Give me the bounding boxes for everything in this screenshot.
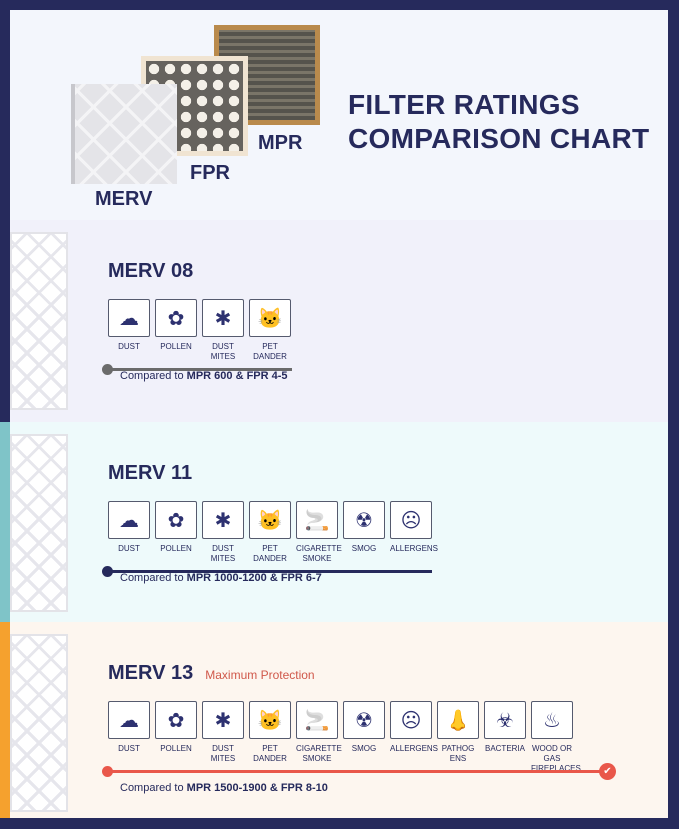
dust-icon: ☁ bbox=[108, 701, 150, 739]
section-merv-11: MERV 11 ☁ DUST ✿ POLLEN ✱ DUST MITES 🐱 PET DAND… bbox=[0, 422, 668, 622]
pollutant-label: BACTERIA bbox=[484, 744, 525, 753]
pollutant-label: POLLEN bbox=[160, 744, 192, 753]
rating-bar: ✔ bbox=[102, 763, 616, 780]
merv-filter-image bbox=[71, 84, 177, 184]
section-title: MERV 08 bbox=[108, 260, 194, 282]
pollutant-item: ✿ POLLEN bbox=[155, 501, 197, 564]
pollutant-label: POLLEN bbox=[160, 342, 192, 351]
filter-side-image bbox=[10, 232, 68, 410]
pollutant-label: SMOG bbox=[351, 744, 377, 753]
pollutant-label: WOOD OR GAS FIREPLACES bbox=[531, 744, 581, 773]
pollutant-label: POLLEN bbox=[160, 544, 192, 553]
nose-icon: 👃 bbox=[437, 701, 479, 739]
fpr-label: FPR bbox=[190, 162, 230, 184]
check-icon: ✔ bbox=[599, 763, 616, 780]
pollutant-item: ☁ DUST bbox=[108, 501, 150, 564]
pollutant-label: PET DANDER bbox=[253, 544, 287, 563]
page-title: FILTER RATINGS COMPARISON CHART bbox=[348, 89, 650, 154]
gas-mask-icon: ☢ bbox=[343, 501, 385, 539]
pollutant-label: PET DANDER bbox=[253, 744, 287, 763]
accent-strip bbox=[0, 220, 10, 422]
pollutant-label: ALLERGENS bbox=[390, 544, 439, 553]
pollutant-icons: ☁ DUST ✿ POLLEN ✱ DUST MITES 🐱 PET DANDER 🚬 CIGAR… bbox=[108, 701, 581, 774]
dust-icon: ☁ bbox=[108, 299, 150, 337]
cat-icon: 🐱 bbox=[249, 501, 291, 539]
rating-bar bbox=[102, 566, 432, 577]
pollutant-item: ✱ DUST MITES bbox=[202, 299, 244, 362]
mpr-label: MPR bbox=[258, 132, 303, 154]
section-subtitle: Maximum Protection bbox=[205, 668, 315, 682]
pollutant-item: 🚬 CIGARETTE SMOKE bbox=[296, 701, 342, 774]
section-title: MERV 13 Maximum Protection bbox=[108, 662, 315, 684]
pollen-icon: ✿ bbox=[155, 701, 197, 739]
pollutant-label: DUST MITES bbox=[210, 342, 236, 361]
bar-start-dot bbox=[102, 364, 113, 375]
pollutant-item: ✿ POLLEN bbox=[155, 701, 197, 774]
pollutant-item: ☁ DUST bbox=[108, 299, 150, 362]
pollutant-label: CIGARETTE SMOKE bbox=[296, 544, 342, 563]
pollutant-item: ✱ DUST MITES bbox=[202, 501, 244, 564]
bar-start-dot bbox=[102, 566, 113, 577]
cigarette-icon: 🚬 bbox=[296, 701, 338, 739]
pollutant-label: PET DANDER bbox=[253, 342, 287, 361]
comparison-text: Compared to MPR 1000-1200 & FPR 6-7 bbox=[120, 572, 322, 584]
infographic-panel: MPR FPR MERV FILTER RATINGS COMPARISON CH… bbox=[0, 10, 668, 818]
pollutant-item: ☁ DUST bbox=[108, 701, 150, 774]
pollen-icon: ✿ bbox=[155, 299, 197, 337]
pollutant-label: ALLERGENS bbox=[390, 744, 439, 753]
pollutant-item: 🐱 PET DANDER bbox=[249, 701, 291, 774]
fireplace-icon: ♨ bbox=[531, 701, 573, 739]
pollutant-label: SMOG bbox=[351, 544, 377, 553]
pollutant-label: DUST bbox=[118, 544, 140, 553]
pollutant-icons: ☁ DUST ✿ POLLEN ✱ DUST MITES 🐱 PET DANDER 🚬 CIGAR… bbox=[108, 501, 439, 564]
gas-mask-icon: ☢ bbox=[343, 701, 385, 739]
pollutant-item: ♨ WOOD OR GAS FIREPLACES bbox=[531, 701, 581, 774]
rating-bar bbox=[102, 364, 292, 375]
cat-icon: 🐱 bbox=[249, 299, 291, 337]
filter-side-image bbox=[10, 434, 68, 612]
pollutant-label: DUST bbox=[118, 744, 140, 753]
pollutant-item: ☹ ALLERGENS bbox=[390, 501, 439, 564]
filter-side-image bbox=[10, 634, 68, 812]
section-title: MERV 11 bbox=[108, 462, 193, 484]
pollutant-item: ☹ ALLERGENS bbox=[390, 701, 439, 774]
pollutant-item: ☣ BACTERIA bbox=[484, 701, 526, 774]
dust-mite-icon: ✱ bbox=[202, 701, 244, 739]
pollen-icon: ✿ bbox=[155, 501, 197, 539]
pollutant-icons: ☁ DUST ✿ POLLEN ✱ DUST MITES 🐱 PET DANDER bbox=[108, 299, 291, 362]
pollutant-label: PATHOG ENS bbox=[441, 744, 475, 763]
cigarette-icon: 🚬 bbox=[296, 501, 338, 539]
bar-start-dot bbox=[102, 766, 113, 777]
section-merv-13: MERV 13 Maximum Protection ☁ DUST ✿ POLLEN ✱ D… bbox=[0, 622, 668, 818]
comparison-text: Compared to MPR 1500-1900 & FPR 8-10 bbox=[120, 782, 328, 794]
pollutant-item: 🚬 CIGARETTE SMOKE bbox=[296, 501, 342, 564]
pollutant-item: 🐱 PET DANDER bbox=[249, 501, 291, 564]
allergen-icon: ☹ bbox=[390, 701, 432, 739]
accent-strip bbox=[0, 422, 10, 622]
pollutant-item: 👃 PATHOG ENS bbox=[437, 701, 479, 774]
pollutant-item: ✿ POLLEN bbox=[155, 299, 197, 362]
pollutant-label: CIGARETTE SMOKE bbox=[296, 744, 342, 763]
pollutant-label: DUST MITES bbox=[210, 544, 236, 563]
cat-icon: 🐱 bbox=[249, 701, 291, 739]
dust-icon: ☁ bbox=[108, 501, 150, 539]
accent-strip bbox=[0, 622, 10, 818]
pollutant-item: ☢ SMOG bbox=[343, 501, 385, 564]
comparison-text: Compared to MPR 600 & FPR 4-5 bbox=[120, 370, 288, 382]
pollutant-item: ☢ SMOG bbox=[343, 701, 385, 774]
biohazard-icon: ☣ bbox=[484, 701, 526, 739]
merv-label: MERV bbox=[95, 188, 153, 210]
header: MPR FPR MERV FILTER RATINGS COMPARISON CH… bbox=[10, 10, 668, 220]
section-merv-08: MERV 08 ☁ DUST ✿ POLLEN ✱ DUST MITES 🐱 PET DAND… bbox=[0, 220, 668, 422]
dust-mite-icon: ✱ bbox=[202, 501, 244, 539]
pollutant-label: DUST bbox=[118, 342, 140, 351]
allergen-icon: ☹ bbox=[390, 501, 432, 539]
pollutant-item: ✱ DUST MITES bbox=[202, 701, 244, 774]
pollutant-label: DUST MITES bbox=[210, 744, 236, 763]
pollutant-item: 🐱 PET DANDER bbox=[249, 299, 291, 362]
dust-mite-icon: ✱ bbox=[202, 299, 244, 337]
